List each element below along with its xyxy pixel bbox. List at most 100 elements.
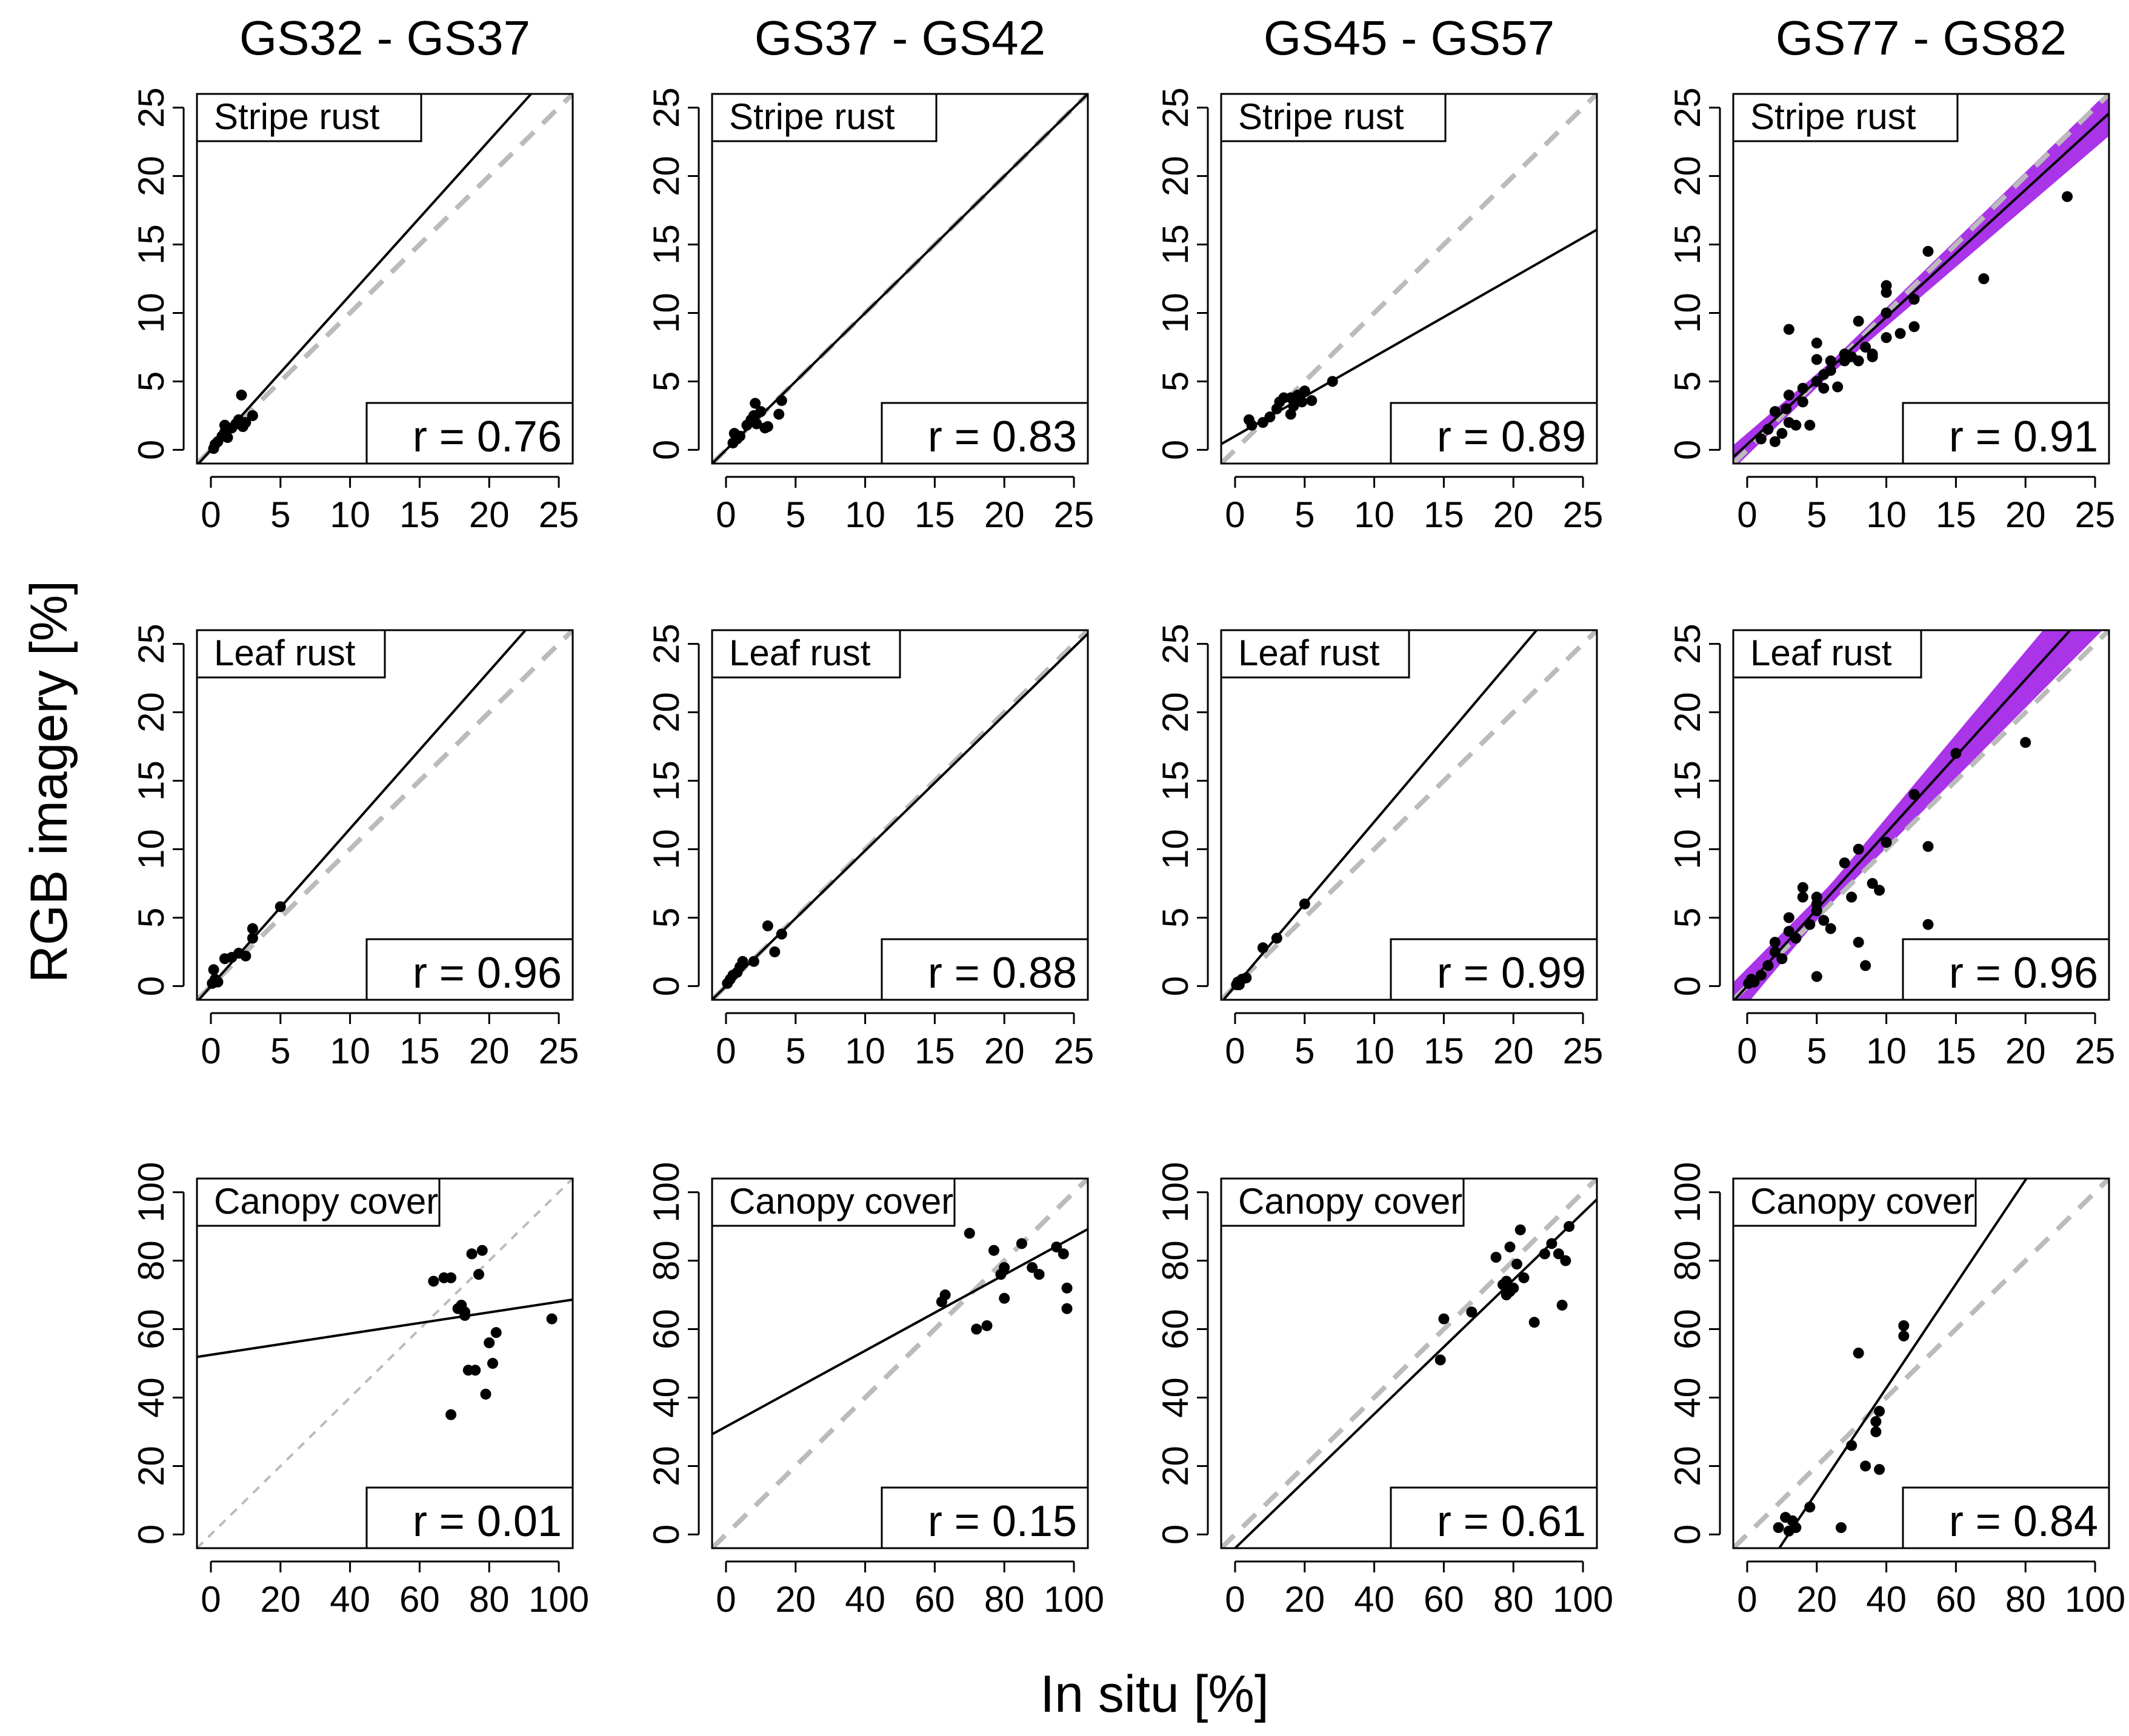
- y-tick-label: 20: [1667, 156, 1708, 196]
- data-point: [1027, 1262, 1038, 1273]
- data-point: [1033, 1269, 1045, 1280]
- x-axis: 0 5 10 15 20 25: [1737, 476, 2116, 535]
- y-tick-label: 5: [1667, 371, 1708, 391]
- data-point: [1922, 919, 1934, 930]
- x-tick-label: 25: [539, 494, 579, 535]
- identity-line: [712, 1179, 1088, 1548]
- regression-line: [197, 94, 533, 464]
- y-tick-label: 5: [1155, 371, 1196, 391]
- data-point: [1528, 1317, 1540, 1328]
- r-value-label: r = 0.83: [928, 413, 1077, 461]
- r-value-label: r = 0.88: [928, 949, 1077, 997]
- x-tick-label: 0: [716, 1031, 736, 1071]
- data-point: [1874, 1464, 1885, 1475]
- x-axis: 0 5 10 15 20 25: [1737, 1012, 2115, 1071]
- panel-0-3: Stripe rust r = 0.91 0 5 10 15 20 25 0 5 10 15 20 25: [1667, 87, 2115, 535]
- panel-title: Canopy cover: [1750, 1181, 1974, 1222]
- x-tick-label: 5: [785, 494, 805, 535]
- y-tick-label: 20: [646, 156, 687, 196]
- x-tick-label: 15: [915, 1031, 955, 1071]
- plot-frame: [1220, 1177, 1598, 1549]
- x-tick-label: 25: [1563, 1031, 1604, 1071]
- y-tick-label: 15: [1667, 760, 1708, 801]
- x-tick-label: 15: [399, 494, 440, 535]
- y-axis: 0 5 10 15 20 25: [131, 87, 185, 460]
- data-point: [964, 1228, 975, 1239]
- data-point: [1874, 885, 1885, 896]
- y-tick-label: 25: [1667, 87, 1708, 128]
- data-point: [773, 408, 785, 420]
- regression-line: [712, 633, 1088, 1000]
- data-point: [445, 1272, 457, 1283]
- panel-2-0: Canopy cover r = 0.01 0 20 40 60 80 100 0 20 40 60 8…: [131, 1162, 589, 1620]
- data-point: [1811, 905, 1822, 917]
- data-point: [1881, 837, 1892, 848]
- panel-title-box: [711, 93, 938, 142]
- panel-title: Canopy cover: [729, 1181, 953, 1222]
- x-tick-label: 20: [775, 1579, 816, 1620]
- x-tick-label: 10: [1866, 1031, 1907, 1071]
- panel-title: Canopy cover: [1238, 1181, 1462, 1222]
- data-point: [1299, 385, 1310, 397]
- plot-frame: [196, 93, 574, 465]
- x-tick-label: 15: [1424, 1031, 1464, 1071]
- data-point: [1061, 1282, 1073, 1294]
- x-tick-label: 15: [915, 494, 955, 535]
- x-tick-label: 10: [1354, 1031, 1394, 1071]
- y-tick-label: 40: [1667, 1377, 1708, 1418]
- y-tick-label: 40: [1155, 1377, 1196, 1418]
- y-axis: 0 5 10 15 20 25: [1667, 87, 1721, 460]
- x-tick-label: 0: [201, 1031, 221, 1071]
- panel-title-box: [1220, 93, 1447, 142]
- y-tick-label: 40: [646, 1377, 687, 1418]
- data-point: [1825, 365, 1836, 376]
- x-tick-label: 40: [845, 1579, 885, 1620]
- regression-line: [712, 1228, 1088, 1435]
- data-point: [1769, 406, 1781, 417]
- data-point: [1327, 376, 1338, 387]
- y-tick-label: 0: [1155, 1525, 1196, 1545]
- x-axis: 0 5 10 15 20 25: [1225, 1012, 1604, 1071]
- data-point: [1511, 1259, 1522, 1270]
- y-tick-label: 15: [1155, 224, 1196, 265]
- y-tick-label: 0: [1667, 440, 1708, 460]
- x-tick-label: 25: [2075, 494, 2116, 535]
- data-point: [240, 950, 252, 962]
- data-point: [1546, 1238, 1558, 1249]
- y-tick-label: 5: [646, 908, 687, 928]
- r-value-box: [881, 402, 1089, 465]
- y-tick-label: 0: [131, 440, 172, 460]
- data-point: [1755, 433, 1767, 445]
- panel-title-box: [196, 629, 386, 679]
- y-axis: 0 20 40 60 80 100: [646, 1162, 700, 1545]
- data-point: [1762, 424, 1774, 435]
- x-tick-label: 80: [469, 1579, 510, 1620]
- regression-line: [1733, 112, 2109, 458]
- data-point: [1762, 960, 1774, 971]
- y-tick-label: 60: [1155, 1309, 1196, 1349]
- plot-area: [712, 1179, 1088, 1548]
- x-tick-label: 0: [1225, 1579, 1245, 1620]
- data-point: [1797, 396, 1808, 408]
- data-point: [1241, 972, 1252, 983]
- y-tick-label: 0: [1155, 976, 1196, 996]
- plot-frame: [1732, 1177, 2110, 1549]
- data-point: [546, 1313, 558, 1325]
- identity-line: [712, 630, 1088, 1000]
- x-tick-label: 10: [330, 1031, 370, 1071]
- column-titles: GS32 - GS37 GS37 - GS42 GS45 - GS57 GS77 - …: [239, 11, 2067, 65]
- data-point: [1870, 1426, 1882, 1437]
- data-point: [1898, 1320, 1910, 1331]
- data-point: [240, 417, 252, 428]
- data-point: [1246, 419, 1258, 431]
- x-tick-label: 20: [1493, 1031, 1534, 1071]
- data-point: [1783, 324, 1794, 335]
- data-point: [1881, 307, 1892, 319]
- plot-area: [712, 630, 1088, 1000]
- identity-line: [1733, 630, 2109, 1000]
- y-axis: 0 5 10 15 20 25: [1155, 87, 1209, 460]
- data-point: [2020, 737, 2031, 748]
- x-axis: 0 5 10 15 20 25: [716, 1012, 1094, 1071]
- x-tick-label: 15: [1936, 494, 1976, 535]
- y-tick-label: 20: [646, 692, 687, 733]
